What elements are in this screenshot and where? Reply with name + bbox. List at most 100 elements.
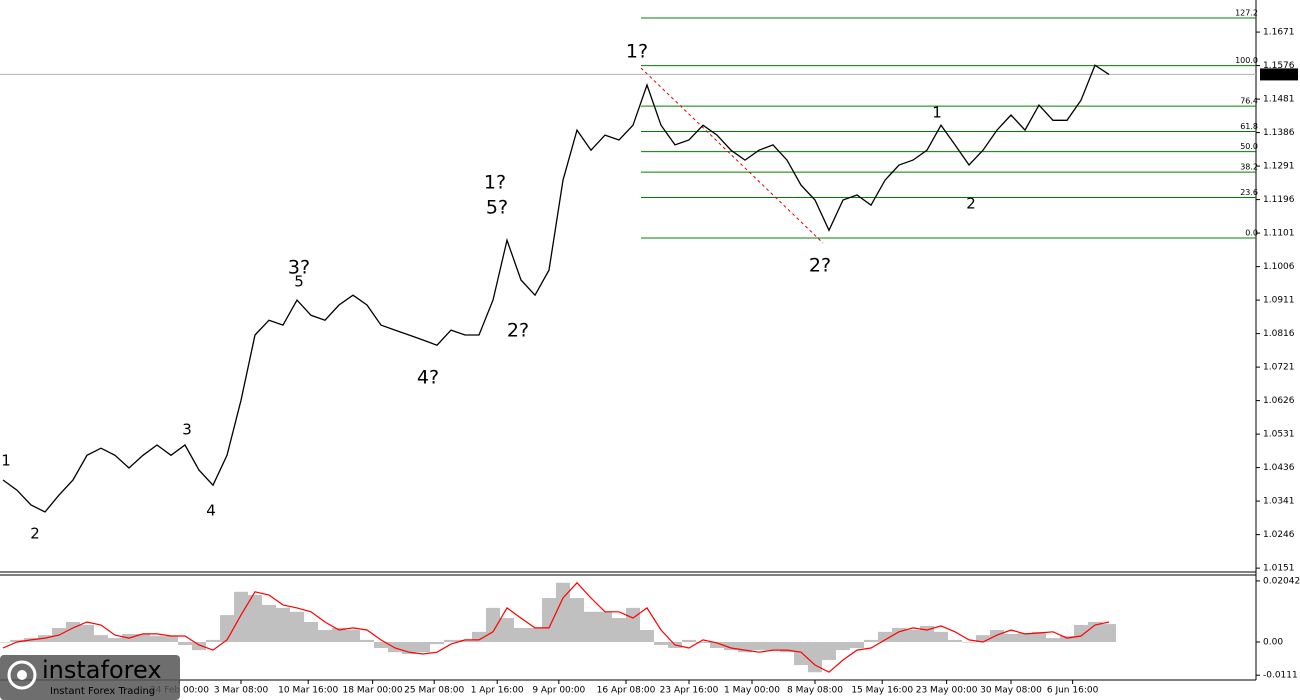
histogram-bar: [164, 636, 178, 643]
histogram-bar: [136, 633, 150, 643]
histogram-bar: [430, 642, 444, 645]
histogram-bar: [1060, 636, 1074, 643]
x-tick-label: 3 Mar 08:00: [214, 686, 269, 696]
histogram-bar: [10, 639, 24, 643]
x-tick-label: 25 Mar 08:00: [404, 686, 464, 696]
wave-label: 4: [206, 502, 216, 520]
y-tick-label: 1.0911: [1263, 296, 1295, 306]
fib-label: 23.6: [1240, 188, 1258, 197]
histogram-bar: [1088, 621, 1102, 643]
fib-trend: [640, 67, 824, 244]
wave-label: 2?: [507, 320, 529, 342]
histogram-bar: [878, 631, 892, 643]
y-tick-label: 0.00: [1263, 638, 1283, 648]
x-tick-label: 23 May 00:00: [916, 686, 978, 696]
histogram-bar: [248, 595, 262, 643]
histogram-bar: [94, 635, 108, 643]
histogram-bar: [472, 631, 486, 643]
wave-label: 1?: [626, 41, 648, 63]
histogram-bar: [612, 618, 626, 643]
histogram-bar: [528, 627, 542, 643]
y-tick-label: 1.0151: [1263, 564, 1295, 574]
histogram-bar: [808, 642, 822, 673]
y-tick-label: 1.0341: [1263, 497, 1295, 507]
histogram-bar: [752, 642, 766, 651]
wave-label: 5?: [486, 197, 508, 219]
histogram-bar: [304, 621, 318, 643]
x-tick-label: 10 Mar 16:00: [278, 686, 338, 696]
watermark-logo: [17, 670, 27, 680]
histogram-bar: [682, 639, 696, 643]
histogram-bar: [346, 630, 360, 643]
wave-label: 2: [966, 195, 976, 213]
y-tick-label: 1.1291: [1263, 162, 1295, 172]
wave-label: 3?: [288, 257, 310, 279]
y-tick-label: 1.1481: [1263, 95, 1295, 105]
current-price-box: [1260, 68, 1298, 81]
wave-label: 1: [1, 452, 11, 470]
histogram-bar: [766, 642, 780, 651]
histogram-bar: [556, 582, 570, 643]
fib-label: 0.0: [1245, 229, 1258, 238]
histogram-bar: [598, 611, 612, 643]
wave-label: 2: [30, 525, 40, 543]
wave-label: 3: [182, 421, 192, 439]
wave-label: 1: [932, 104, 942, 122]
brand-tagline: Instant Forex Trading: [50, 686, 155, 697]
x-tick-label: 18 Mar 00:00: [343, 686, 403, 696]
histogram-bar: [962, 642, 976, 643]
histogram-bar: [906, 630, 920, 643]
histogram-bar: [850, 642, 864, 648]
histogram-bar: [192, 642, 206, 651]
histogram-bar: [626, 607, 640, 643]
histogram-bar: [500, 618, 514, 643]
histogram-bar: [388, 642, 402, 653]
fib-label: 61.8: [1240, 122, 1258, 131]
histogram-bar: [822, 642, 836, 660]
histogram-bar: [66, 621, 80, 643]
histogram-bar: [402, 642, 416, 654]
histogram-bar: [206, 639, 220, 643]
histogram-bar: [108, 638, 122, 643]
y-tick-label: 1.0531: [1263, 430, 1295, 440]
watermark: instaforex Instant Forex Trading: [0, 655, 180, 700]
current-price-label: 1.1551: [1264, 70, 1299, 80]
watermark-box: [0, 655, 180, 700]
histogram-bar: [1004, 633, 1018, 643]
histogram-bar: [710, 642, 724, 648]
x-tick-label: 15 May 16:00: [851, 686, 913, 696]
histogram-bar: [150, 636, 164, 643]
y-tick-label: 1.1196: [1263, 195, 1295, 205]
histogram-bar: [80, 624, 94, 643]
histogram-bar: [542, 598, 556, 643]
wave-label: 1?: [484, 172, 506, 194]
fib-label: 50.0: [1240, 142, 1258, 151]
x-tick-label: 1 May 00:00: [724, 686, 780, 696]
histogram-bar: [1074, 624, 1088, 643]
y-tick-label: 1.0436: [1263, 463, 1295, 473]
brand-name: instaforex: [42, 656, 162, 684]
histogram-bar: [486, 607, 500, 643]
histogram-bar: [290, 611, 304, 643]
y-tick-label: 1.0246: [1263, 530, 1295, 540]
histogram-bar: [948, 639, 962, 643]
histogram-bar: [934, 631, 948, 643]
watermark-logo: [7, 660, 37, 690]
y-tick-label: 1.1671: [1263, 28, 1295, 38]
histogram-bar: [374, 642, 388, 648]
fib-label: 100.0: [1235, 56, 1258, 65]
y-tick-label: 1.0816: [1263, 329, 1295, 339]
x-tick-label: 8 May 08:00: [787, 686, 843, 696]
fib-label: 38.2: [1240, 163, 1258, 172]
fib-label: 127.2: [1235, 8, 1258, 17]
histogram-bar: [570, 598, 584, 643]
y-tick-label: -0.0111: [1263, 671, 1298, 681]
histogram-bar: [1018, 633, 1032, 643]
x-tick-label: 1 Apr 16:00: [471, 686, 524, 696]
wave-label: 5: [294, 273, 304, 291]
histogram-bar: [360, 639, 374, 643]
histogram-bar: [640, 630, 654, 643]
histogram-bar: [976, 635, 990, 643]
